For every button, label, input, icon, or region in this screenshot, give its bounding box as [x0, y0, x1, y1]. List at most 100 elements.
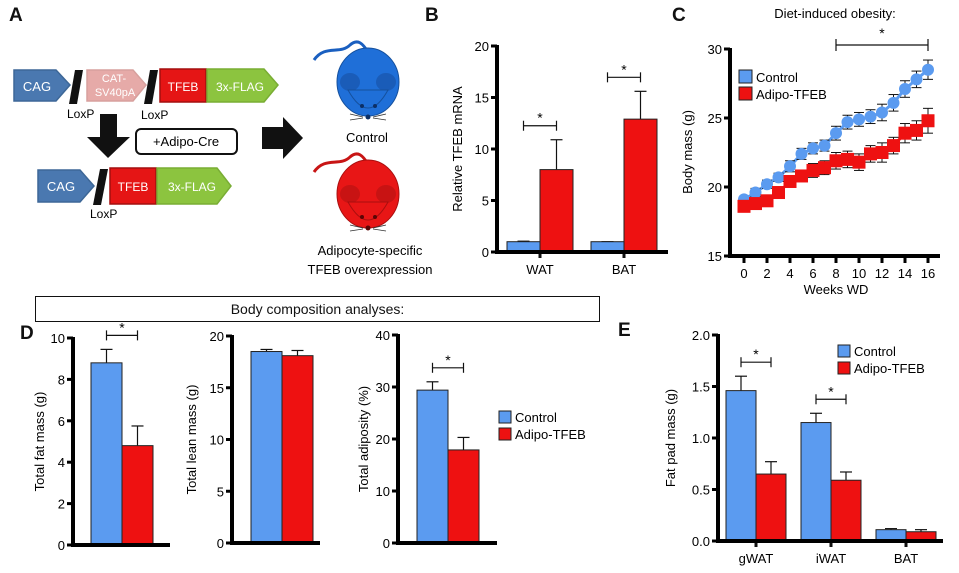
bar-adipo-tfeb-wat	[539, 169, 574, 253]
legend-body-composition: Control Adipo-TFEB	[498, 410, 586, 442]
y-tick-label: 20	[376, 432, 390, 447]
panel-label-d: D	[20, 323, 34, 344]
x-tick-label: 4	[786, 266, 793, 281]
x-tick-label: 12	[875, 266, 889, 281]
mouse-tfeb-label-line1: Adipocyte-specific	[318, 243, 423, 258]
panel-label-c: C	[672, 5, 686, 26]
x-tick-label: 0	[740, 266, 747, 281]
legend-swatch-control	[738, 69, 753, 84]
x-tick-label: BAT	[612, 262, 636, 277]
y-tick-label: 0.0	[692, 534, 710, 549]
y-tick-label: 20	[210, 329, 224, 344]
data-point-control	[784, 160, 796, 173]
legend-label-adipo-tfeb: Adipo-TFEB	[854, 361, 925, 376]
y-tick-label: 30	[376, 380, 390, 395]
y-tick-label: 8	[58, 372, 65, 387]
tfeb-segment	[109, 167, 157, 205]
y-tick-label: 2.0	[692, 328, 710, 343]
y-tick-label: 25	[708, 111, 722, 126]
data-point-adipo-tfeb	[910, 123, 923, 137]
sv40pa-label: SV40pA	[95, 87, 136, 99]
y-tick-label: 0	[58, 538, 65, 553]
x-tick-label: 2	[763, 266, 770, 281]
adipo-cre-label: +Adipo-Cre	[153, 134, 219, 149]
data-point-adipo-tfeb	[864, 147, 877, 161]
x-tick-label: 10	[852, 266, 866, 281]
panel-label-e: E	[618, 320, 631, 341]
y-tick-label: 0	[217, 536, 224, 551]
legend-swatch-adipo-tfeb	[498, 427, 512, 441]
mouse-control-label: Control	[346, 130, 388, 145]
loxp-label: LoxP	[90, 207, 117, 221]
significance-star: *	[537, 110, 543, 126]
x-tick-label: iWAT	[816, 551, 846, 566]
data-point-adipo-tfeb	[852, 155, 866, 169]
bar-control	[90, 362, 123, 546]
tfeb-segment	[159, 68, 207, 103]
legend-swatch-adipo-tfeb	[738, 86, 753, 101]
bar-adipo-tfeb-iwat	[830, 479, 862, 542]
x-axis-label: Weeks WD	[804, 282, 869, 297]
legend-label-adipo-tfeb: Adipo-TFEB	[515, 427, 586, 442]
y-tick-label: 15	[210, 381, 224, 396]
adipo-cre-box	[135, 128, 238, 155]
legend-swatch-control	[498, 410, 512, 424]
cat-sv40pa-segment	[86, 69, 147, 102]
y-tick-label: 10	[210, 433, 224, 448]
significance-star: *	[879, 25, 885, 41]
cag-segment	[13, 69, 72, 102]
loxp-label: LoxP	[141, 108, 168, 122]
significance-star: *	[753, 346, 759, 362]
data-point-control	[761, 178, 773, 191]
y-axis-label: Body mass (g)	[680, 110, 695, 194]
y-tick-label: 20	[708, 180, 722, 195]
flag-segment	[156, 167, 232, 205]
data-point-adipo-tfeb	[875, 146, 889, 159]
data-point-adipo-tfeb	[829, 154, 843, 168]
data-point-adipo-tfeb	[921, 114, 935, 128]
y-axis-label: Total adiposity (%)	[356, 386, 371, 492]
bar-control	[416, 389, 449, 544]
y-axis-label: Total fat mass (g)	[32, 392, 47, 492]
bar-adipo-tfeb	[121, 445, 154, 546]
significance-star: *	[828, 383, 834, 399]
legend-label-control: Control	[756, 70, 798, 85]
y-tick-label: 0.5	[692, 483, 710, 498]
data-point-adipo-tfeb	[783, 174, 797, 188]
down-arrow-icon	[87, 114, 130, 158]
legend-label-control: Control	[515, 410, 557, 425]
flag-label: 3x-FLAG	[168, 180, 216, 194]
y-axis-label: Total lean mass (g)	[184, 385, 199, 495]
significance-star: *	[119, 319, 125, 335]
data-point-control	[830, 127, 842, 140]
bar-adipo-tfeb	[281, 355, 314, 544]
significance-star: *	[445, 352, 451, 368]
x-tick-label: BAT	[894, 551, 918, 566]
x-tick-label: WAT	[526, 262, 553, 277]
y-tick-label: 40	[376, 328, 390, 343]
y-tick-label: 0	[383, 536, 390, 551]
y-tick-label: 0	[482, 245, 489, 260]
y-tick-label: 5	[482, 194, 489, 209]
data-point-adipo-tfeb	[806, 163, 820, 177]
legend-swatch-adipo-tfeb	[837, 361, 851, 375]
data-point-adipo-tfeb	[737, 199, 751, 213]
chart-title: Diet-induced obesity:	[774, 6, 895, 21]
data-point-adipo-tfeb	[841, 152, 854, 166]
significance-star: *	[621, 61, 627, 77]
right-arrow-icon	[262, 117, 303, 159]
data-point-control	[887, 96, 900, 109]
data-point-control	[864, 110, 877, 123]
data-point-adipo-tfeb	[898, 126, 912, 140]
mouse-tfeb-icon	[312, 152, 400, 232]
data-point-adipo-tfeb	[749, 197, 762, 211]
body-composition-title: Body composition analyses:	[35, 296, 600, 322]
mouse-tfeb-label-line2: TFEB overexpression	[308, 262, 433, 277]
loxp-label: LoxP	[67, 107, 94, 121]
data-point-control	[807, 142, 819, 155]
y-tick-label: 20	[475, 39, 489, 54]
construct-bottom: CAG TFEB 3x-FLAG LoxP	[37, 167, 232, 221]
tfeb-label: TFEB	[168, 80, 199, 94]
bar-control	[250, 351, 283, 544]
